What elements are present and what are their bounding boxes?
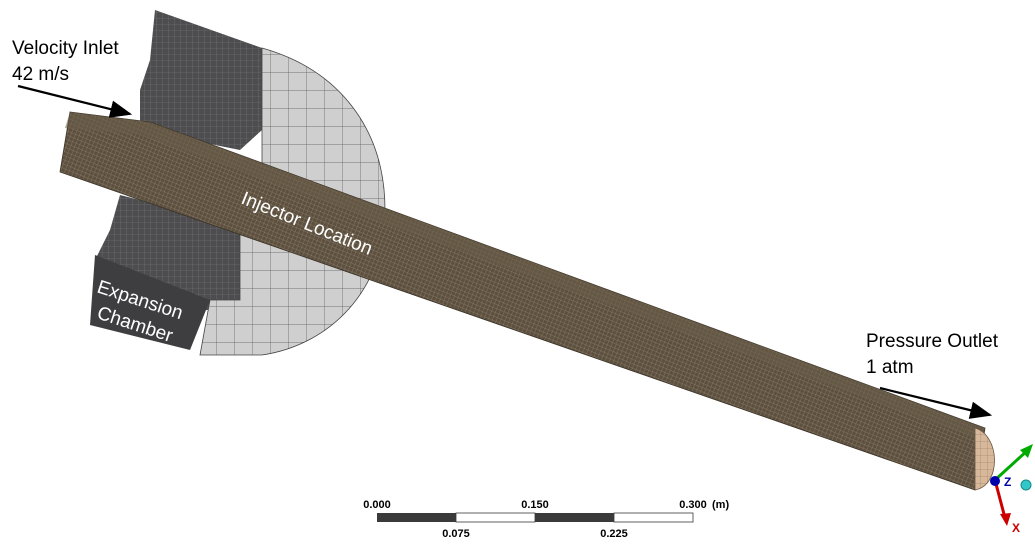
iso-view-sphere[interactable] — [1020, 479, 1032, 491]
pressure-outlet-arrow — [879, 386, 993, 419]
x-axis-arrow — [993, 479, 1007, 519]
scale-label-225: 0.225 — [600, 528, 628, 540]
x-axis-arrowhead — [1000, 513, 1011, 526]
scale-label-075: 0.075 — [442, 528, 470, 540]
z-axis-dot — [990, 476, 1000, 486]
velocity-inlet-value: 42 m/s — [12, 64, 69, 85]
velocity-inlet-label: Velocity Inlet — [12, 38, 119, 59]
scale-label-300: 0.300 — [679, 499, 707, 511]
y-axis-arrowhead — [1020, 444, 1033, 458]
z-axis-label: Z — [1004, 475, 1011, 489]
scale-label-150: 0.150 — [521, 499, 549, 511]
velocity-inlet-arrow — [17, 84, 133, 118]
pressure-outlet-value: 1 atm — [866, 357, 914, 378]
scale-bar: 0.000 0.150 0.300 (m) 0.075 0.225 — [363, 499, 729, 540]
scale-unit: (m) — [712, 499, 729, 511]
y-axis-arrow — [993, 448, 1030, 482]
pressure-outlet-face — [974, 427, 995, 491]
pressure-outlet-label: Pressure Outlet — [866, 331, 999, 352]
scale-label-0: 0.000 — [363, 499, 391, 511]
x-axis-label: X — [1012, 521, 1020, 535]
axis-triad[interactable]: Z X — [990, 444, 1033, 535]
